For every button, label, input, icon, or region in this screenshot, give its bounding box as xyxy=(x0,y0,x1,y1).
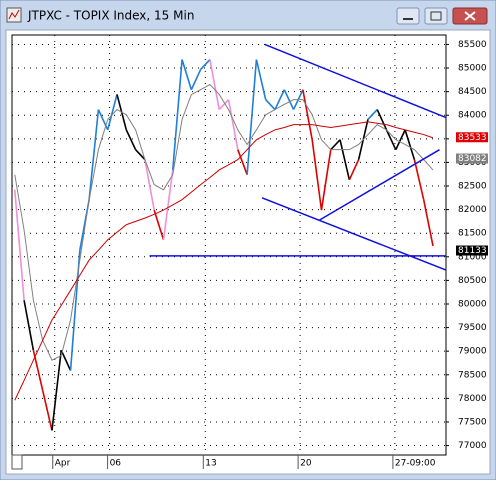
y-tick-label: 81500 xyxy=(458,229,487,239)
price-segment xyxy=(200,58,211,70)
price-segment xyxy=(237,149,248,175)
price-segment xyxy=(376,109,388,131)
price-segment xyxy=(23,300,35,351)
price-segment xyxy=(181,59,193,90)
maximize-button[interactable] xyxy=(424,7,448,25)
y-tick-label: 85000 xyxy=(458,64,487,74)
x-tick-label: Apr xyxy=(55,459,71,469)
price-segment xyxy=(125,129,137,151)
price-segment xyxy=(348,159,360,181)
price-segment xyxy=(265,99,276,111)
y-tick-label: 81000 xyxy=(458,252,487,262)
y-tick-label: 79000 xyxy=(458,347,487,357)
y-tick-label: 79500 xyxy=(458,323,487,333)
window-title: JTPXC - TOPIX Index, 15 Min xyxy=(27,9,194,23)
price-segment xyxy=(190,69,202,91)
y-tick-label: 77500 xyxy=(458,417,487,427)
price-segment xyxy=(227,99,239,150)
price-tag-label: 81133 xyxy=(458,246,487,256)
price-segment xyxy=(41,390,53,431)
price-segment xyxy=(13,189,25,301)
price-segment xyxy=(135,149,146,161)
y-tick-label: 78500 xyxy=(458,370,487,380)
y-tick-label: 80500 xyxy=(458,276,487,286)
minimize-button[interactable] xyxy=(396,7,420,25)
trend-line xyxy=(264,43,447,119)
scroll-box[interactable] xyxy=(11,454,23,470)
y-tick-label: 82000 xyxy=(458,205,487,215)
x-tick-label: 13 xyxy=(205,459,216,469)
price-segment xyxy=(162,169,174,240)
x-tick-label: 06 xyxy=(110,459,122,469)
y-tick-label: 77000 xyxy=(458,441,487,451)
price-segment xyxy=(60,349,72,371)
price-segment xyxy=(413,159,425,200)
price-segment xyxy=(246,59,258,175)
y-tick-label: 78000 xyxy=(458,394,487,404)
price-tag-label: 83533 xyxy=(458,133,487,143)
price-tag xyxy=(456,132,488,143)
price-segment xyxy=(218,99,230,111)
price-tag xyxy=(456,153,488,164)
moving-average xyxy=(14,83,434,361)
price-segment xyxy=(51,350,63,431)
trend-line xyxy=(319,149,440,221)
y-tick-label: 84500 xyxy=(458,87,487,97)
price-segment xyxy=(171,59,183,171)
price-segment xyxy=(255,59,267,100)
y-tick-label: 85500 xyxy=(458,40,487,50)
price-segment xyxy=(302,89,313,140)
x-tick-label: 20 xyxy=(300,459,312,469)
price-segment xyxy=(422,199,434,247)
price-segment xyxy=(144,159,155,211)
price-segment xyxy=(88,109,100,200)
price-segment xyxy=(330,139,341,151)
maximize-glyph xyxy=(430,11,442,21)
price-segment xyxy=(385,129,397,151)
y-tick-label: 82500 xyxy=(458,182,487,192)
price-segment xyxy=(153,209,165,241)
window-icon-glyph xyxy=(8,9,20,20)
x-tick-label: 27-09:00 xyxy=(395,459,436,469)
price-segment xyxy=(97,109,109,131)
y-tick-label: 84000 xyxy=(458,111,487,121)
price-segment xyxy=(339,139,351,181)
price-segment xyxy=(395,129,406,151)
price-segment xyxy=(320,149,332,211)
close-glyph xyxy=(464,11,476,21)
price-tag-label: 83082 xyxy=(458,154,487,164)
price-segment xyxy=(106,94,118,131)
moving-average xyxy=(14,121,434,401)
price-segment xyxy=(283,89,295,110)
price-segment xyxy=(209,59,221,110)
price-tag xyxy=(456,245,488,256)
price-segment xyxy=(367,109,378,121)
y-tick-label: 80000 xyxy=(458,299,487,309)
price-segment xyxy=(274,89,286,110)
trend-line xyxy=(261,197,447,271)
price-segment xyxy=(311,139,323,211)
price-segment xyxy=(404,129,416,160)
